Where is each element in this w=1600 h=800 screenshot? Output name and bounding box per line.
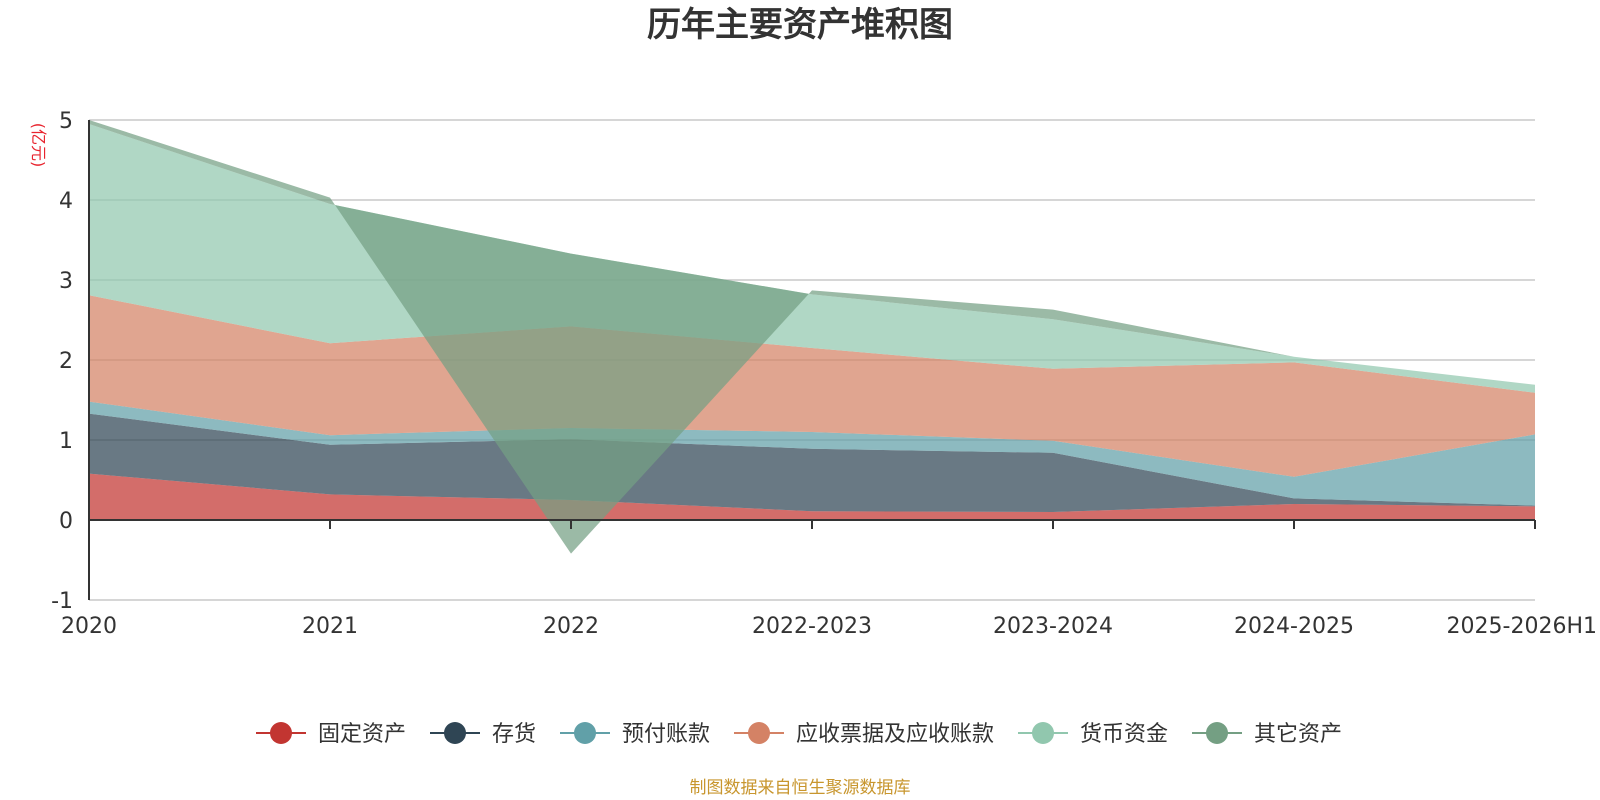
- y-tick-label: 4: [59, 189, 73, 214]
- legend-item[interactable]: 固定资产: [256, 722, 406, 747]
- data-source-note: 制图数据来自恒生聚源数据库: [690, 778, 911, 798]
- legend-circle-marker: [270, 722, 292, 744]
- x-tick-label: 2020: [61, 614, 117, 639]
- area-3: [89, 401, 1535, 506]
- axes: -1 0 1 2 3 4 5 2020 2021 2022 2022-2023 2023-2024 20…: [51, 109, 1597, 639]
- legend[interactable]: 固定资产 存货 预付账款 应收票据及应收账款 货币资金 其它资产: [256, 722, 1342, 747]
- legend-label: 预付账款: [622, 722, 710, 747]
- legend-item[interactable]: 预付账款: [560, 722, 710, 747]
- legend-label: 其它资产: [1254, 722, 1342, 747]
- x-tick-label: 2024-2025: [1234, 614, 1354, 639]
- area-2: [89, 413, 1535, 512]
- legend-circle-marker: [574, 722, 596, 744]
- x-tick-label: 2022-2023: [752, 614, 872, 639]
- area-series: [89, 120, 1535, 554]
- y-tick-label: 3: [59, 269, 73, 294]
- legend-label: 货币资金: [1080, 722, 1168, 747]
- legend-item[interactable]: 货币资金: [1018, 722, 1168, 747]
- x-tick-label: 2022: [543, 614, 599, 639]
- y-tick-label: 1: [59, 429, 73, 454]
- legend-item[interactable]: 其它资产: [1192, 722, 1342, 747]
- legend-label: 固定资产: [318, 722, 406, 747]
- x-tick-label: 2021: [302, 614, 358, 639]
- legend-item[interactable]: 应收票据及应收账款: [734, 722, 994, 747]
- chart-title: 历年主要资产堆积图: [647, 5, 953, 45]
- legend-circle-marker: [1206, 722, 1228, 744]
- legend-circle-marker: [444, 722, 466, 744]
- y-tick-label: 0: [59, 509, 73, 534]
- y-tick-label: -1: [51, 589, 73, 614]
- legend-circle-marker: [748, 722, 770, 744]
- legend-circle-marker: [1032, 722, 1054, 744]
- area-1: [89, 473, 1535, 520]
- x-tick-label: 2025-2026H1: [1447, 614, 1597, 639]
- y-tick-label: 5: [59, 109, 73, 134]
- y-tick-label: 2: [59, 349, 73, 374]
- legend-item[interactable]: 存货: [430, 722, 536, 747]
- legend-label: 存货: [492, 722, 536, 747]
- x-tick-label: 2023-2024: [993, 614, 1113, 639]
- y-axis-unit-label: (亿元): [29, 123, 48, 168]
- legend-label: 应收票据及应收账款: [796, 722, 994, 747]
